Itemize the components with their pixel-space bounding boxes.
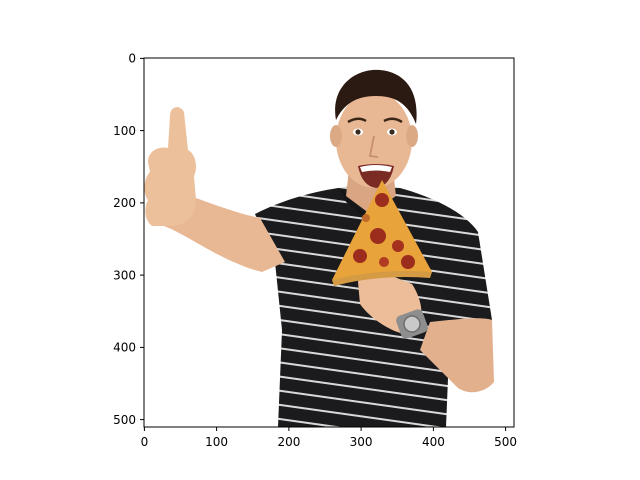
x-tick-label: 300 [350,435,373,449]
x-axis: 0 100 200 300 400 500 [141,427,517,449]
right-arm [420,318,494,393]
left-arm [164,196,285,272]
x-tick-label: 400 [422,435,445,449]
x-tick-label: 200 [277,435,300,449]
x-tick-label: 0 [141,435,149,449]
y-tick-label: 400 [113,341,136,355]
x-tick-label: 500 [494,435,517,449]
watch [396,309,428,339]
head [330,69,418,188]
y-axis: 0 100 200 300 400 500 [113,52,144,427]
y-tick-label: 0 [128,52,136,66]
photo [144,58,514,427]
y-tick-label: 200 [113,196,136,210]
y-tick-label: 100 [113,124,136,138]
pizza-slice [332,180,432,286]
x-tick-label: 100 [205,435,228,449]
y-tick-label: 500 [113,413,136,427]
axes-frame [143,57,515,428]
thumbs-up-hand [144,107,196,226]
y-tick-label: 300 [113,268,136,282]
